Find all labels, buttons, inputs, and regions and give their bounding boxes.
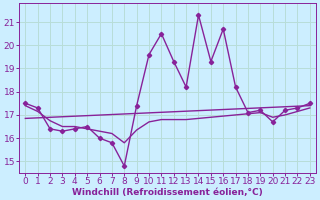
X-axis label: Windchill (Refroidissement éolien,°C): Windchill (Refroidissement éolien,°C) <box>72 188 263 197</box>
